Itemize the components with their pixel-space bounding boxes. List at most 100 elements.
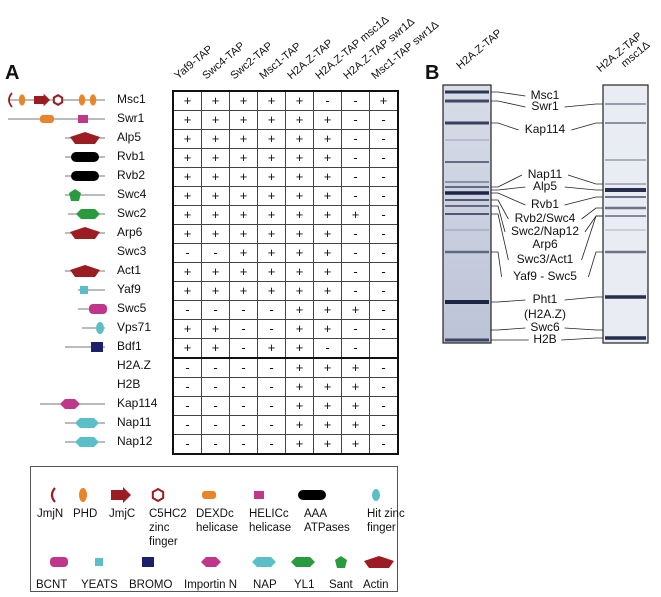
presence-cell: + [285, 415, 314, 435]
table-row: + + + + + + - - [172, 167, 399, 187]
protein-label: Rvb2 [117, 168, 146, 182]
gel-band [605, 215, 646, 217]
yl1-domain-icon [291, 557, 315, 567]
table-row: + + + + + + + - [172, 205, 399, 225]
gel-band [445, 161, 489, 163]
protein-label: Vps71 [117, 320, 152, 334]
c5hc2-domain-icon [151, 487, 165, 503]
band-connector [564, 196, 603, 206]
presence-cell: - [369, 415, 399, 435]
protein-label: Nap12 [117, 434, 153, 448]
hit-domain-icon [96, 322, 104, 334]
gel-band [605, 103, 646, 105]
jmjn-domain-icon [8, 92, 13, 108]
legend-icons [50, 487, 394, 568]
protein-label: Swc2 [117, 206, 147, 220]
gel-band [445, 205, 489, 207]
helicc-domain-icon [78, 115, 88, 123]
legend-label: PHD [73, 508, 98, 520]
jmjc-domain-icon [34, 93, 50, 107]
presence-cell: - [369, 129, 399, 149]
band-label: (H2A.Z) [524, 307, 566, 321]
table-row: + + + + + + - - [172, 129, 399, 149]
gel-band [605, 159, 646, 161]
presence-cell: + [341, 434, 370, 455]
legend-label: Hit zinc finger [367, 508, 405, 534]
band-label: Rvb2/Swc4 [514, 211, 576, 225]
phd-domain-icon [89, 94, 97, 106]
table-row: + + - + + - - [172, 338, 399, 359]
helicc-domain-icon [254, 491, 264, 499]
band-connector [491, 205, 506, 233]
band-label: Alp5 [532, 179, 558, 193]
protein-label: Alp5 [117, 130, 142, 144]
legend-label: Sant [329, 579, 353, 591]
band-connector [491, 174, 523, 188]
protein-label: Yaf9 [117, 282, 141, 296]
presence-cell: + [341, 415, 370, 435]
table-row: + + + + + + - - [172, 148, 399, 168]
hit-domain-icon [372, 489, 380, 501]
aaa-domain-icon [71, 152, 99, 162]
c5hc2-domain-icon [52, 94, 64, 106]
yeats-domain-icon [80, 286, 88, 294]
importin-n-domain-icon [60, 399, 80, 409]
table-row: + + - - + + - - [172, 319, 399, 339]
yeats-domain-icon [95, 558, 103, 566]
legend-label: BCNT [36, 579, 68, 591]
yl1-domain-icon [76, 209, 100, 219]
band-connector [564, 186, 603, 191]
gel-band [605, 295, 646, 299]
dexdc-domain-icon [202, 491, 216, 499]
band-label: Arp6 [532, 237, 558, 251]
phd-domain-icon [78, 94, 86, 106]
band-label: Nap11 [527, 167, 563, 181]
actin-domain-icon [70, 227, 100, 239]
legend-label: JmjC [109, 508, 136, 520]
band-connector [491, 122, 519, 131]
presence-cell: - [172, 415, 202, 435]
band-connector [588, 251, 603, 278]
band-connector [491, 199, 509, 220]
legend-label: BROMO [129, 579, 173, 591]
bcnt-domain-icon [89, 304, 107, 314]
aaa-domain-icon [298, 490, 326, 500]
protein-label: Swc5 [117, 301, 147, 315]
panel-a-letter: A [5, 62, 20, 84]
legend-label: YEATS [81, 579, 118, 591]
gel-band [445, 186, 489, 188]
legend-label: YL1 [294, 579, 315, 591]
domain-legend: JmjN PHD JmjC C5HC2 zinc finger DEXDc helica… [30, 466, 405, 592]
table-row: - - - - + + + - [172, 434, 399, 455]
table-row: - - + + + + - - [172, 243, 399, 263]
band-connector [491, 91, 526, 97]
actin-domain-icon [364, 556, 394, 568]
band-label: Swc3/Act1 [516, 252, 574, 266]
band-label: Swr1 [531, 99, 559, 113]
band-connector [581, 215, 603, 261]
legend-label: JmjN [37, 508, 64, 520]
legend-label: NAP [253, 579, 277, 591]
presence-cell: - [341, 319, 370, 339]
band-connector [491, 327, 526, 331]
protein-label: Swc4 [117, 187, 147, 201]
table-row: - - - - + + + - [172, 357, 399, 378]
protein-label: H2B [117, 377, 141, 391]
legend-label: AAA ATPases [304, 508, 350, 534]
importin-n-domain-icon [201, 557, 221, 567]
phd-domain-icon [18, 94, 26, 106]
nap-domain-icon [75, 437, 99, 447]
gel-band [445, 338, 489, 342]
table-row: + + + + + - - + [172, 90, 399, 111]
presence-cell: + [341, 205, 370, 225]
protein-label: Swc3 [117, 244, 147, 258]
protein-label: Kap114 [117, 396, 158, 410]
protein-label: Rvb1 [117, 149, 146, 163]
gel-lane-right [602, 84, 649, 344]
protein-label: Nap11 [117, 415, 152, 429]
band-label: Swc2/Nap12 [510, 224, 580, 238]
panel-b-letter: B [425, 62, 440, 84]
band-connector [567, 174, 603, 185]
